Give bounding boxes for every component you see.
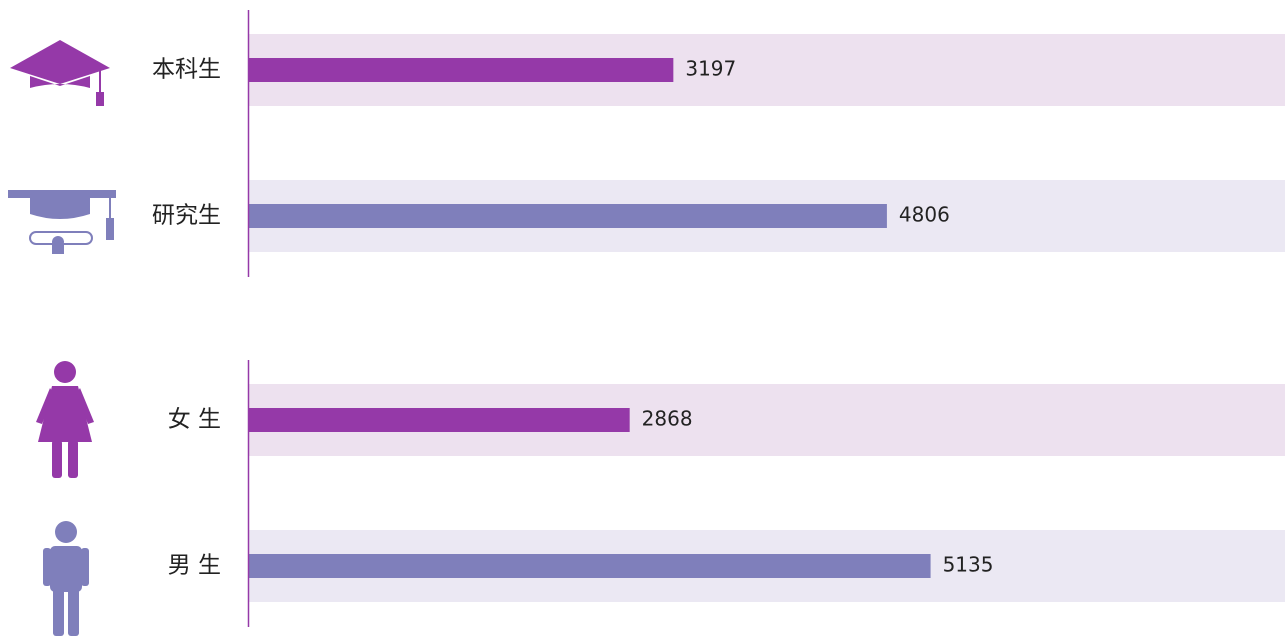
graduate-cap-icon — [8, 190, 116, 254]
value-label: 4806 — [899, 203, 950, 227]
male-icon — [43, 521, 89, 636]
bar — [249, 58, 674, 82]
category-label: 男 生 — [168, 553, 221, 579]
bar — [249, 408, 630, 432]
bar — [249, 554, 931, 578]
category-label: 研究生 — [152, 203, 221, 229]
bar — [249, 204, 887, 228]
value-label: 3197 — [685, 57, 736, 81]
female-icon — [36, 361, 94, 478]
bachelor-cap-icon — [10, 40, 110, 106]
category-label: 本科生 — [152, 57, 221, 83]
category-label: 女 生 — [168, 407, 221, 433]
value-label: 2868 — [642, 407, 693, 431]
value-label: 5135 — [943, 553, 994, 577]
